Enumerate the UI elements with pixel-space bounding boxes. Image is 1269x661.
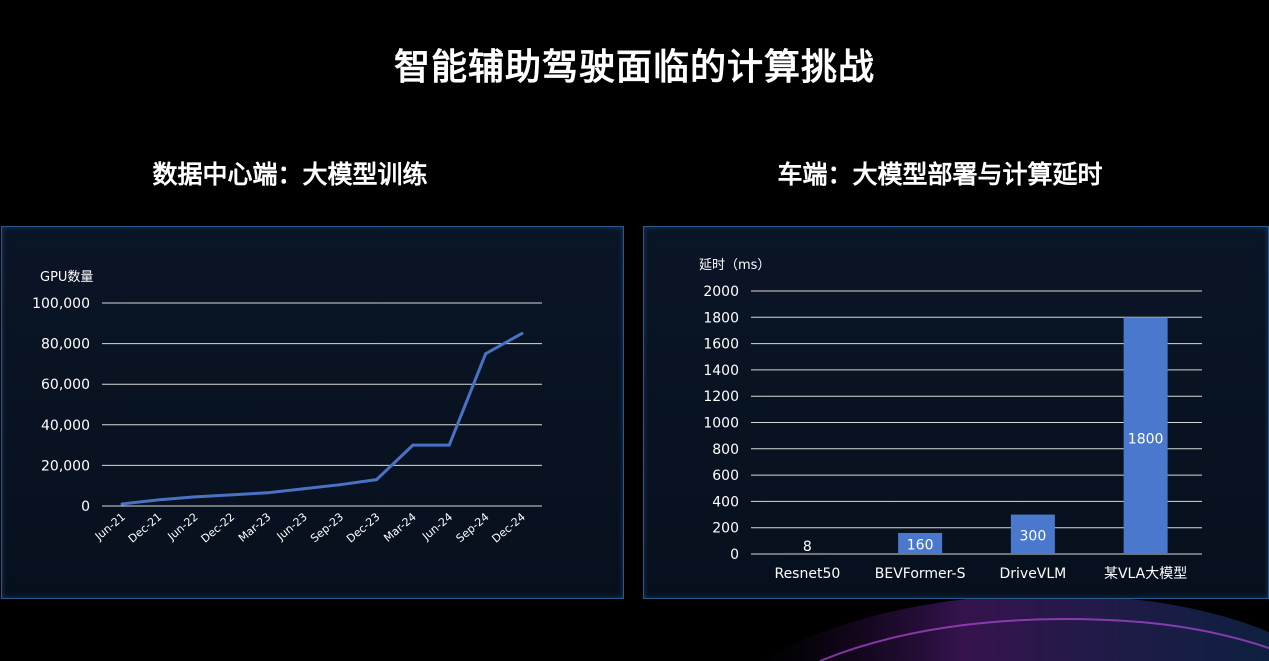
bar-data-label: 160 — [907, 537, 934, 553]
x-tick-label: Mar-23 — [236, 510, 273, 544]
data-point — [229, 493, 233, 497]
y-tick-label: 1400 — [703, 363, 739, 379]
y-tick-label: 100,000 — [32, 296, 90, 312]
data-point — [447, 443, 451, 447]
bar — [785, 552, 830, 554]
data-point — [302, 487, 306, 491]
y-tick-label: 600 — [712, 468, 739, 484]
data-point — [411, 443, 415, 447]
data-point — [120, 502, 124, 506]
y-tick-label: 1200 — [703, 389, 739, 405]
y-tick-label: 60,000 — [41, 377, 90, 393]
page-title: 智能辅助驾驶面临的计算挑战 — [393, 47, 875, 88]
x-tick-label: Jun-24 — [419, 510, 455, 543]
data-point — [156, 498, 160, 502]
bar-data-label: 1800 — [1128, 431, 1164, 447]
y-tick-label: 0 — [81, 499, 90, 515]
y-tick-label: 40,000 — [41, 418, 90, 434]
series-line — [121, 332, 523, 506]
y-tick-label: 200 — [712, 521, 739, 537]
y-tick-label: 1000 — [703, 416, 739, 432]
y-tick-label: 1800 — [703, 310, 739, 326]
x-tick-label: Mar-24 — [381, 510, 418, 544]
y-tick-label: 1600 — [703, 337, 739, 353]
x-tick-label: Jun-23 — [274, 510, 310, 543]
data-point — [265, 491, 269, 495]
y-tick-label: 400 — [712, 494, 739, 510]
y-tick-label: 80,000 — [41, 337, 90, 353]
x-tick-label: Jun-21 — [92, 510, 128, 543]
x-category-label: BEVFormer-S — [875, 566, 966, 582]
y-tick-label: 20,000 — [41, 458, 90, 474]
gpu-count-line-chart: GPU数量100,00080,00060,00040,00020,0000Jun… — [32, 270, 542, 546]
x-tick-label: Dec-24 — [489, 510, 527, 545]
y-tick-label: 2000 — [703, 284, 739, 300]
bar-data-label: 8 — [803, 539, 812, 555]
x-tick-label: Jun-22 — [165, 510, 201, 543]
x-tick-label: Sep-24 — [454, 510, 492, 545]
data-point — [338, 483, 342, 487]
bar — [898, 532, 943, 554]
latency-bar-chart: 延时（ms）2000180016001400120010008006004002… — [699, 258, 1202, 582]
x-tick-label: Dec-22 — [199, 510, 237, 545]
x-tick-label: Dec-23 — [344, 510, 382, 545]
x-category-label: Resnet50 — [774, 566, 840, 582]
x-tick-label: Sep-23 — [308, 510, 346, 545]
bar — [1010, 514, 1055, 554]
latency-chart-panel: 延时（ms） 2000 1800 1600 1400 1200 1000 800 600 400 2… — [643, 226, 1269, 599]
bar — [1123, 317, 1168, 554]
bar-data-label: 300 — [1020, 528, 1047, 544]
right-panel-title: 车端：大模型部署与计算延时 — [777, 160, 1103, 189]
data-point — [484, 352, 488, 356]
y-axis-title: GPU数量 — [40, 270, 93, 285]
x-category-label: DriveVLM — [999, 566, 1066, 582]
y-tick-label: 0 — [730, 547, 739, 563]
data-point — [193, 495, 197, 499]
data-point — [375, 478, 379, 482]
left-panel-title: 数据中心端：大模型训练 — [152, 160, 428, 189]
x-tick-label: Dec-21 — [126, 510, 164, 545]
y-tick-label: 800 — [712, 442, 739, 458]
data-point — [520, 331, 524, 335]
gpu-chart-panel: GPU数量 100,000 80,000 60,000 40,000 20,000 0 Jun… — [1, 226, 624, 599]
y-axis-title: 延时（ms） — [699, 258, 770, 273]
x-category-label: 某VLA大模型 — [1104, 566, 1187, 582]
